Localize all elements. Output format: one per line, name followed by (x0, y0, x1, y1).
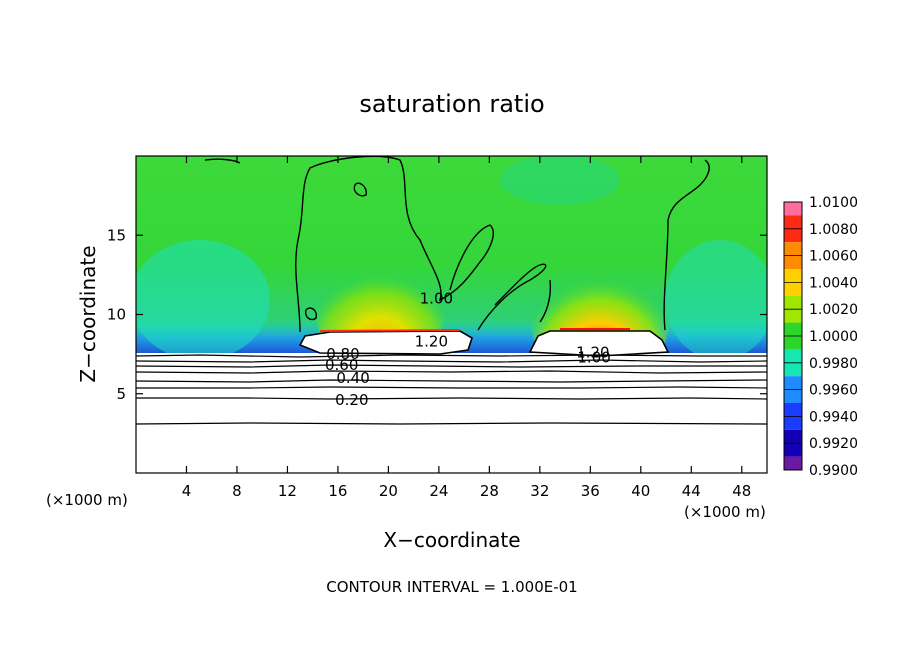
chart-title: saturation ratio (359, 90, 544, 118)
colorbar-label: 1.0100 (809, 195, 858, 211)
cyan-zone-top (500, 156, 620, 205)
y-tick-label: 10 (107, 306, 126, 324)
contour-line-small (204, 158, 367, 321)
contour-label: 1.20 (415, 332, 448, 350)
contour-label: 1.20 (576, 344, 609, 362)
cloud-west (298, 330, 473, 355)
contour-label: 1.00 (420, 290, 453, 308)
x-unit-label-right: (×1000 m) (684, 503, 766, 521)
colorbar-label: 0.9940 (809, 409, 858, 425)
colorbar-swatch (784, 456, 802, 470)
colorbar-label: 1.0020 (809, 302, 858, 318)
contour-label: 0.60 (325, 356, 358, 374)
colorbar-label: 1.0080 (809, 222, 858, 238)
contour-labels: 1.001.201.201.000.800.600.400.20 (325, 290, 611, 409)
x-tick-label: 28 (480, 482, 499, 500)
contour-line-1.00-east (477, 159, 710, 331)
contour-line-1.00-west (295, 156, 494, 333)
contour-label: 0.80 (326, 345, 359, 363)
colorbar-label: 1.0040 (809, 275, 858, 291)
cyan-zone-west (136, 240, 270, 360)
x-tick-label: 4 (182, 482, 192, 500)
contour-label: 0.20 (335, 391, 368, 409)
x-tick-label: 16 (328, 482, 347, 500)
colorbar-label: 0.9920 (809, 436, 858, 452)
colorbar-swatch (784, 202, 802, 216)
colorbar-label: 0.9960 (809, 383, 858, 399)
cloud-edge-red-west (319, 329, 461, 332)
dry-layer (136, 353, 767, 473)
x-tick-label: 8 (232, 482, 242, 500)
colorbar-label: 0.9900 (809, 463, 858, 479)
y-axis-ticks: 5 10 15 (107, 226, 767, 403)
x-tick-label: 32 (530, 482, 549, 500)
y-tick-label: 15 (107, 226, 126, 244)
x-axis-ticks: 4 8 12 16 20 24 28 32 36 40 44 48 (182, 156, 751, 500)
contour-label: 0.40 (336, 369, 369, 387)
x-tick-label: 24 (429, 482, 448, 500)
y-axis-label: Z−coordinate (76, 245, 100, 382)
lower-contours (136, 354, 767, 425)
x-tick-label: 40 (631, 482, 650, 500)
x-unit-label-left: (×1000 m) (46, 491, 128, 509)
contour-interval-note: CONTOUR INTERVAL = 1.000E-01 (326, 578, 577, 596)
x-tick-label: 36 (581, 482, 600, 500)
colorbar-label: 0.9980 (809, 356, 858, 372)
x-tick-label: 44 (682, 482, 701, 500)
x-tick-label: 20 (379, 482, 398, 500)
x-tick-label: 48 (732, 482, 751, 500)
plot-area (136, 156, 767, 473)
x-tick-label: 12 (278, 482, 297, 500)
contour-label: 1.00 (577, 348, 610, 366)
cyan-zone-east (665, 240, 767, 360)
colorbar-label: 1.0060 (809, 249, 858, 265)
y-tick-label: 5 (116, 385, 126, 403)
colorbar: 1.0100 1.0080 1.0060 1.0040 1.0020 1.0000 0.99… (783, 195, 858, 479)
x-axis-label: X−coordinate (383, 528, 520, 552)
colorbar-label: 1.0000 (809, 329, 858, 345)
